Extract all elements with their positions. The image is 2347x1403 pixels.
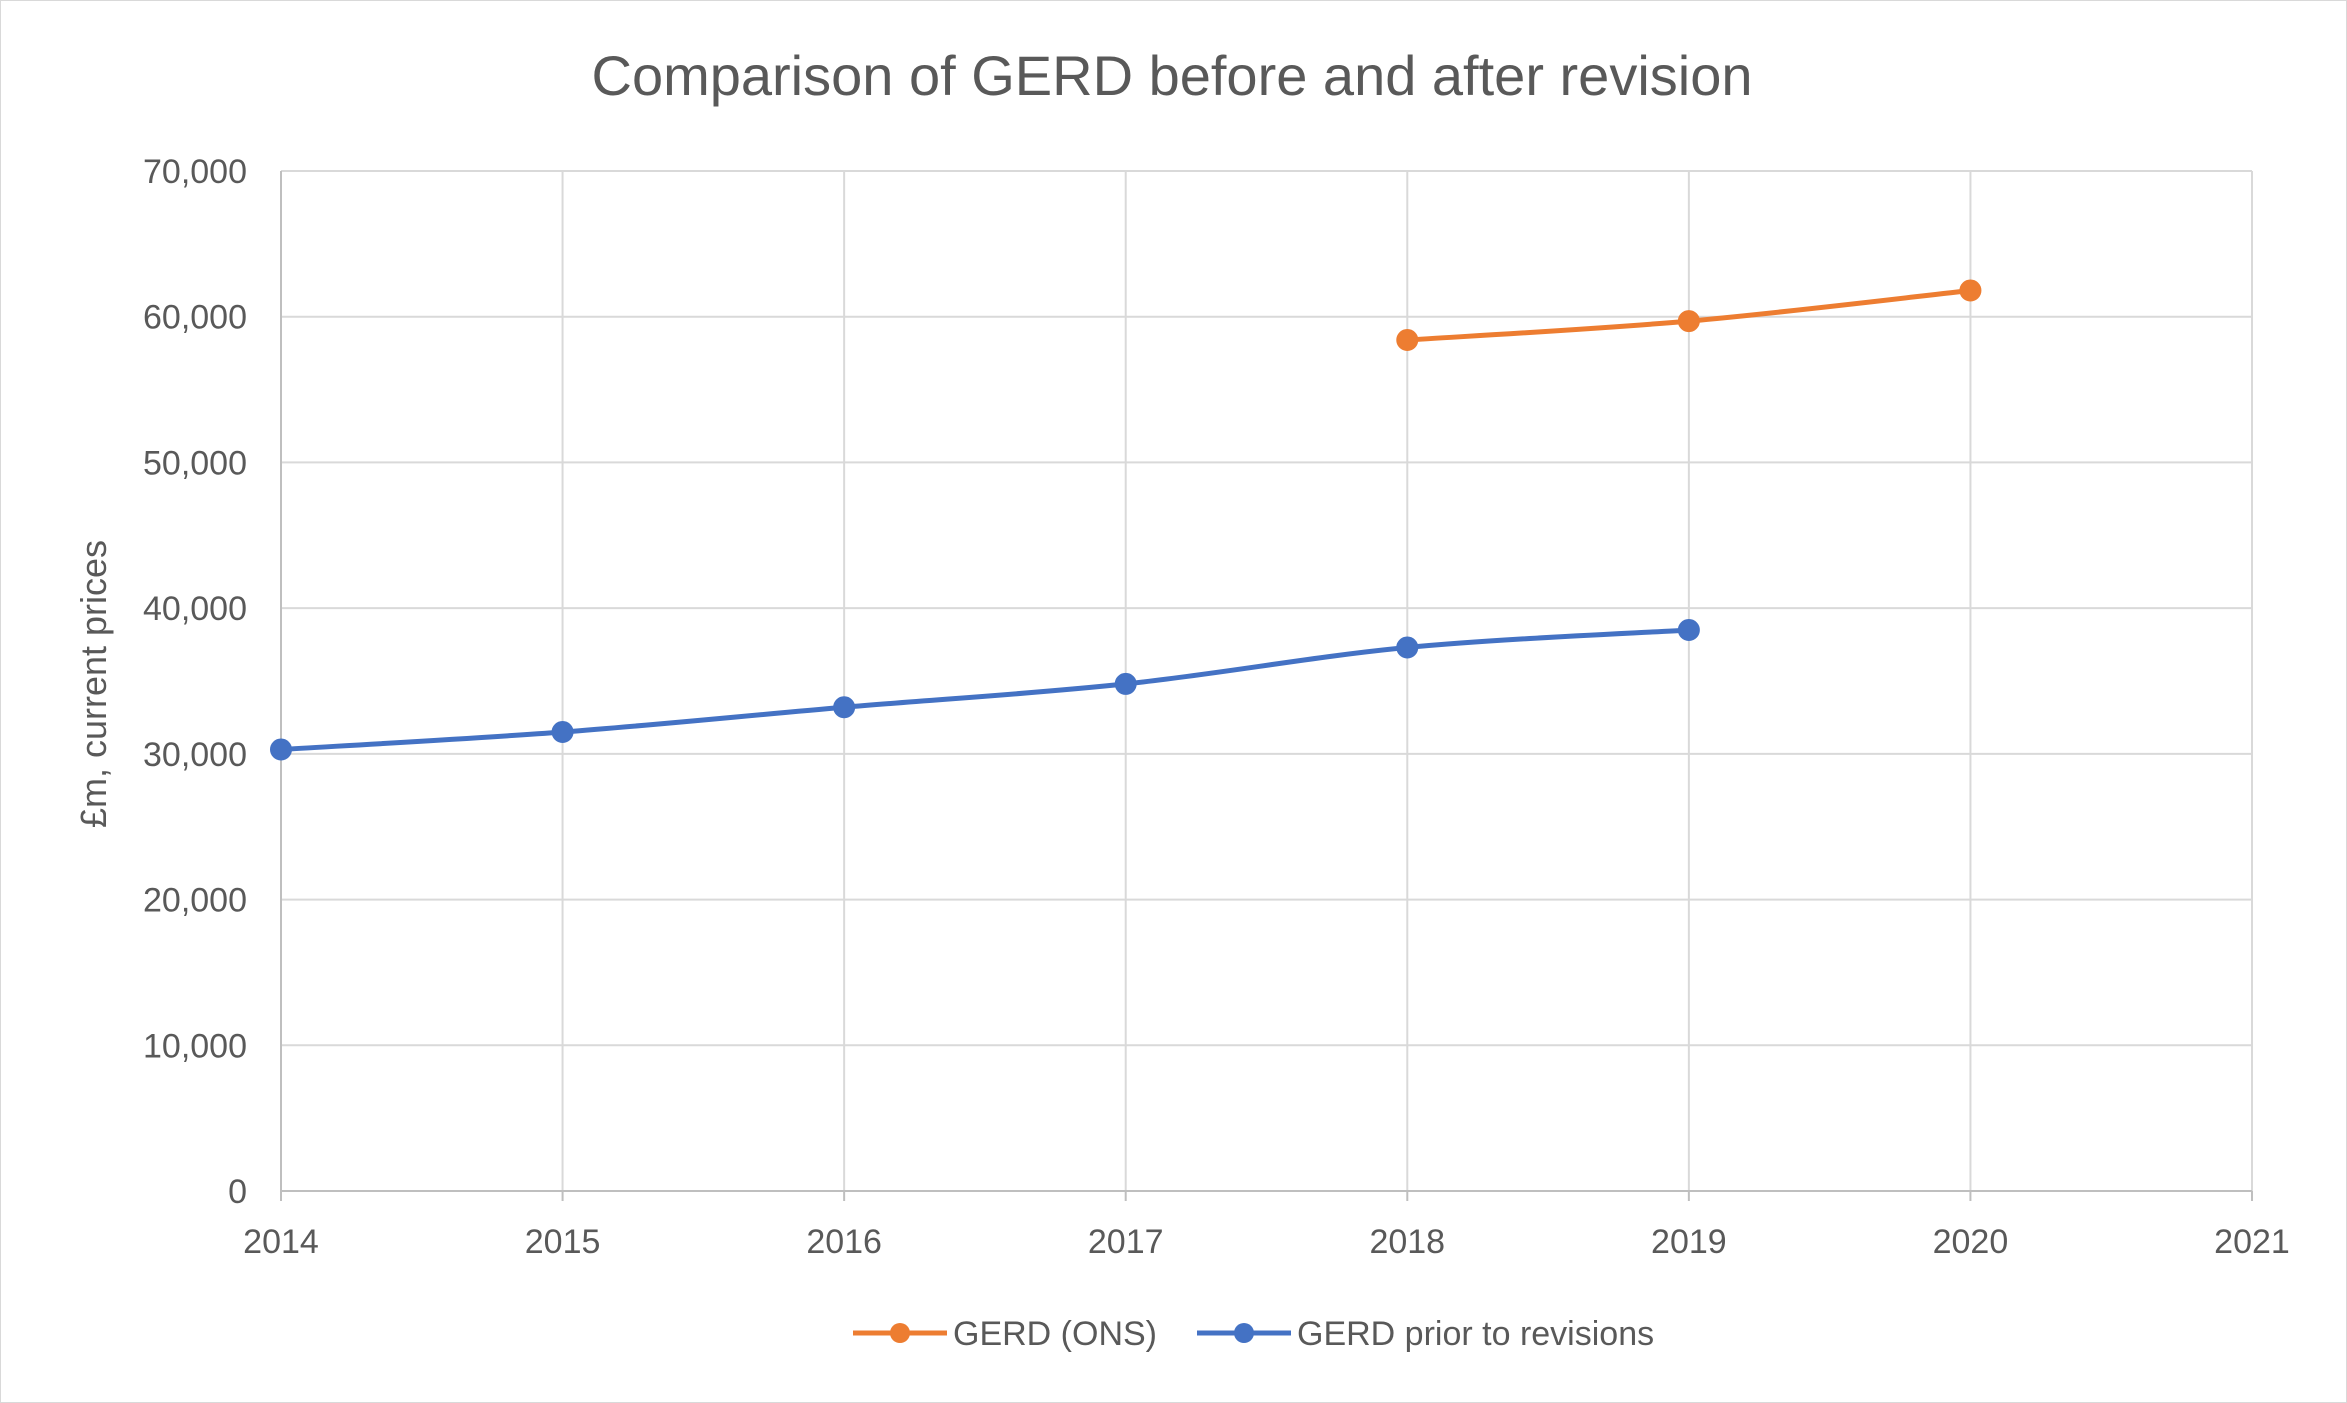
x-tick-label: 2015: [525, 1223, 601, 1261]
y-axis-ticks: 0 10,000 20,000 30,000 40,000 50,000 60,000 70,…: [143, 153, 247, 1211]
gridlines: [281, 170, 2253, 1191]
series-gerd-prior-to-revisions: [270, 619, 1700, 761]
data-point: [833, 696, 856, 719]
x-tick-label: 2016: [806, 1223, 882, 1261]
x-tick-label: 2020: [1933, 1223, 2009, 1261]
data-point: [270, 738, 292, 761]
y-tick-label: 60,000: [143, 299, 247, 337]
y-tick-label: 10,000: [143, 1027, 247, 1065]
legend: GERD (ONS) GERD prior to revisions: [853, 1315, 1654, 1353]
data-point: [551, 721, 574, 743]
y-tick-label: 30,000: [143, 736, 247, 774]
x-tick-label: 2019: [1651, 1223, 1727, 1261]
legend-item: GERD prior to revisions: [1197, 1315, 1654, 1353]
y-tick-label: 50,000: [143, 444, 247, 482]
data-point: [1396, 636, 1419, 659]
data-point: [1677, 310, 1700, 333]
data-point: [1396, 329, 1419, 352]
y-tick-label: 0: [228, 1173, 247, 1211]
legend-swatch-marker: [890, 1323, 910, 1343]
x-tick-label: 2018: [1369, 1223, 1445, 1261]
legend-label: GERD (ONS): [953, 1315, 1157, 1353]
series-lines: [270, 279, 1982, 761]
y-tick-label: 20,000: [143, 882, 247, 920]
x-tick-label: 2021: [2214, 1223, 2290, 1261]
x-axis-ticks: 2014 2015 2016 2017 2018 2019 2020 2021: [243, 1223, 2290, 1261]
y-tick-label: 40,000: [143, 590, 247, 628]
y-tick-label: 70,000: [143, 153, 247, 191]
chart-title: Comparison of GERD before and after revi…: [592, 44, 1753, 107]
data-point: [1959, 279, 1982, 302]
axes: [280, 171, 2253, 1201]
legend-label: GERD prior to revisions: [1297, 1315, 1654, 1353]
data-point: [1114, 672, 1137, 695]
series-line: [280, 627, 1690, 752]
data-point: [1677, 619, 1700, 641]
y-axis-title: £m, current prices: [73, 540, 114, 828]
legend-swatch-marker: [1234, 1323, 1254, 1343]
legend-item: GERD (ONS): [853, 1315, 1157, 1353]
x-tick-label: 2014: [243, 1223, 319, 1261]
x-tick-label: 2017: [1088, 1223, 1164, 1261]
series-gerd-ons: [1396, 279, 1982, 352]
